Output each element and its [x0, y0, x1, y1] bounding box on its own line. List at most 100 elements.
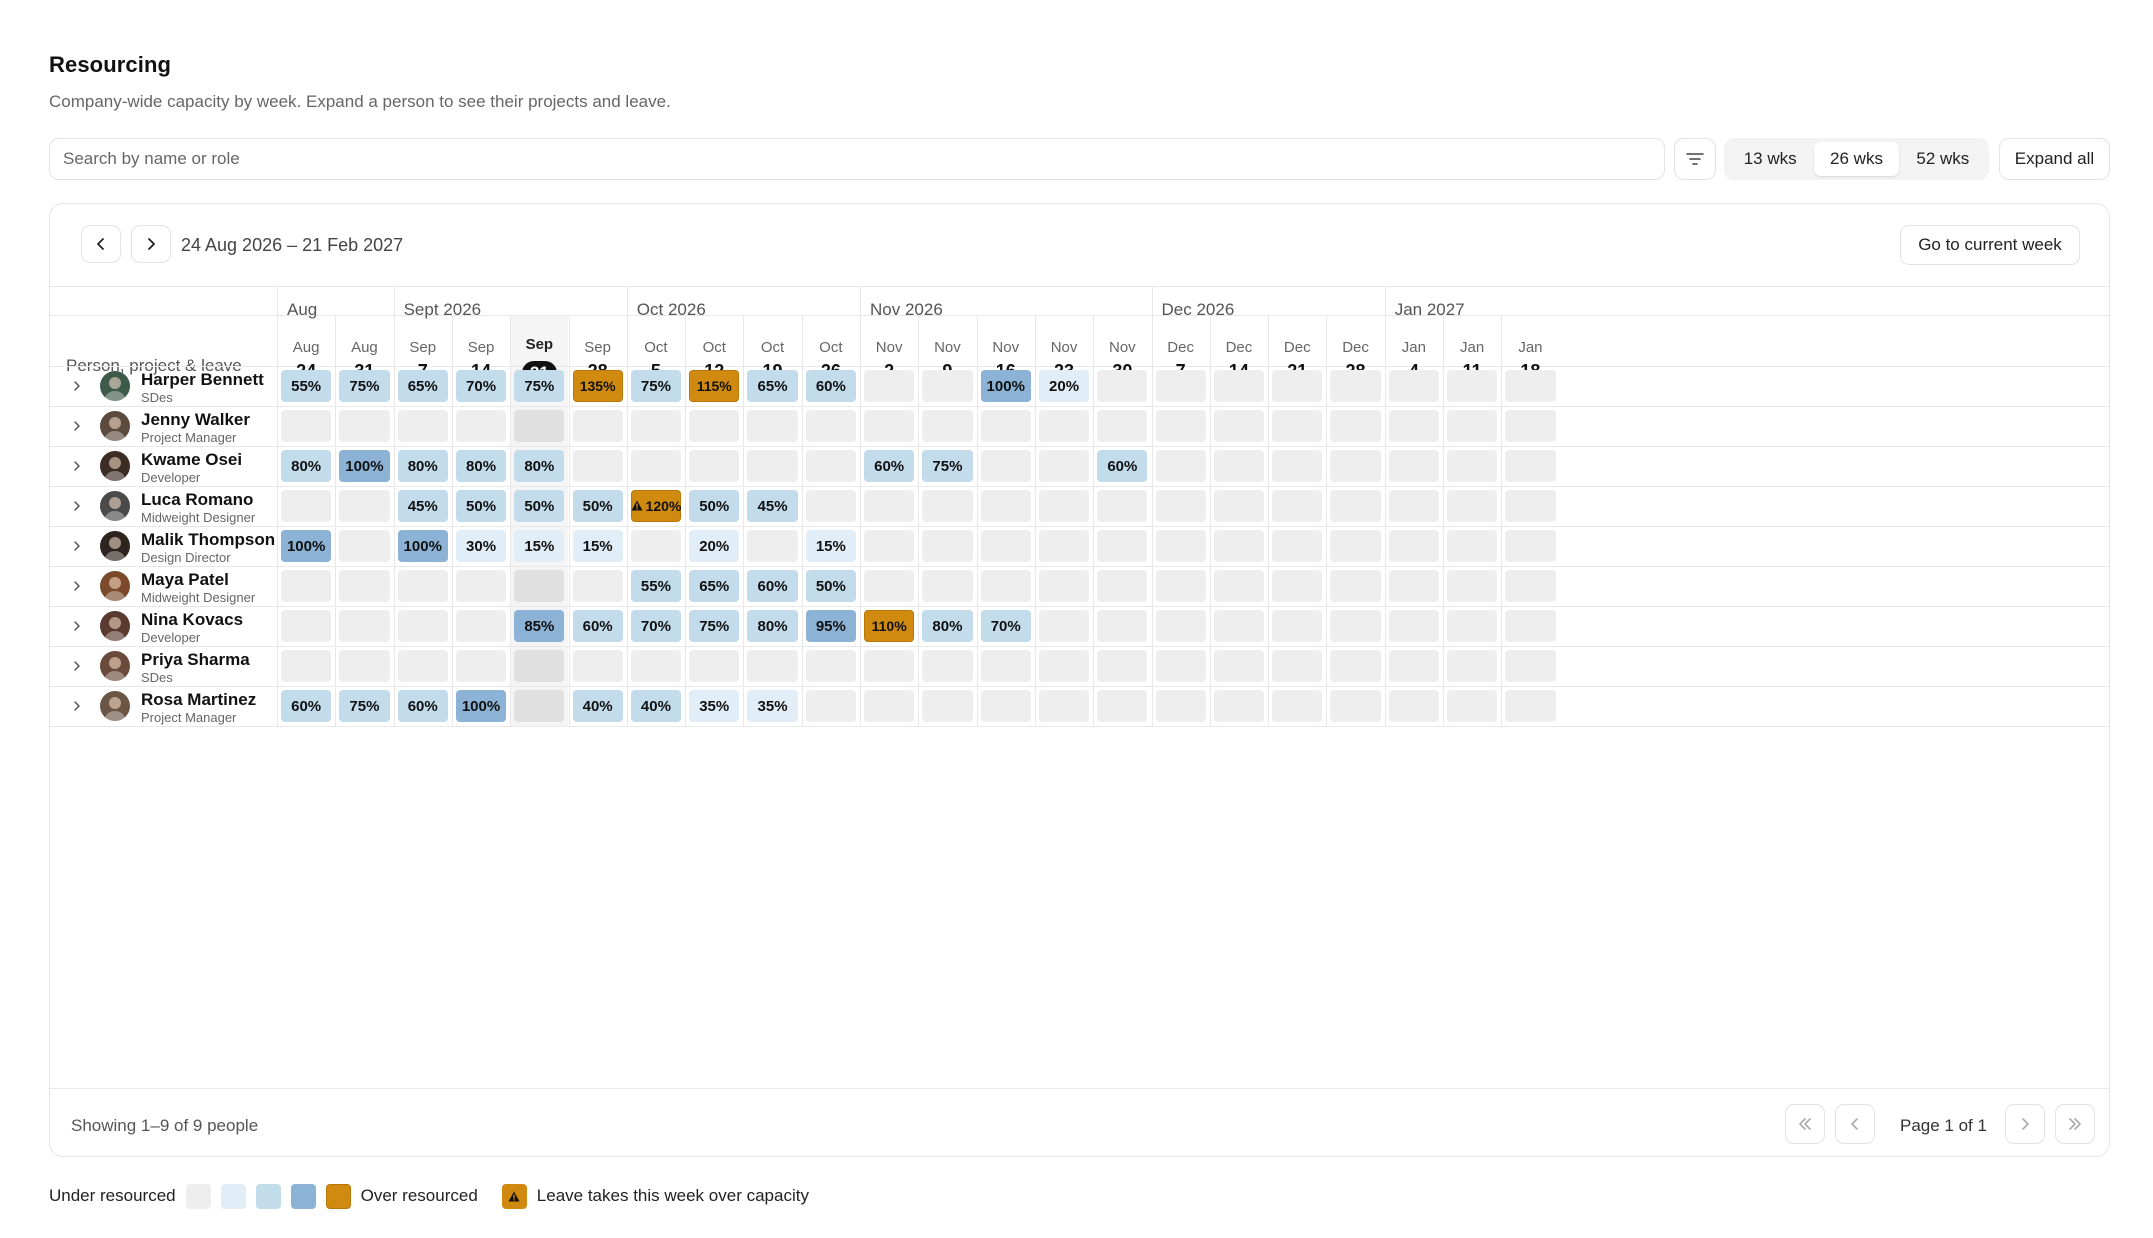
capacity-cell[interactable] — [1097, 410, 1148, 442]
capacity-cell[interactable] — [1505, 450, 1556, 482]
capacity-cell[interactable] — [1038, 610, 1090, 642]
expand-row-chevron[interactable] — [70, 539, 84, 553]
capacity-cell[interactable] — [281, 610, 332, 642]
capacity-cell[interactable]: 50% — [805, 570, 856, 602]
capacity-cell[interactable] — [747, 530, 798, 562]
search-field[interactable] — [49, 138, 1665, 180]
capacity-cell[interactable]: 60% — [747, 570, 798, 602]
capacity-cell[interactable] — [455, 610, 507, 642]
capacity-cell[interactable] — [281, 570, 332, 602]
range-option-13-wks[interactable]: 13 wks — [1743, 149, 1797, 168]
range-option-52-wks[interactable]: 52 wks — [1916, 149, 1970, 168]
capacity-cell[interactable]: 80% — [747, 610, 798, 642]
capacity-cell[interactable]: 70% — [630, 610, 682, 642]
capacity-cell[interactable] — [922, 570, 973, 602]
capacity-cell[interactable]: 70% — [455, 370, 507, 402]
capacity-cell[interactable] — [747, 650, 798, 682]
expand-row-chevron[interactable] — [70, 459, 84, 473]
capacity-cell[interactable] — [1505, 570, 1556, 602]
capacity-cell[interactable]: 80% — [397, 450, 448, 482]
next-range-button[interactable] — [131, 225, 171, 263]
capacity-cell[interactable] — [689, 450, 740, 482]
capacity-cell[interactable] — [864, 530, 915, 562]
capacity-cell[interactable]: 100% — [339, 450, 390, 482]
next-page-button[interactable] — [2005, 1104, 2045, 1144]
capacity-cell[interactable] — [1447, 570, 1498, 602]
capacity-cell[interactable] — [1447, 490, 1498, 522]
capacity-cell[interactable] — [1272, 690, 1323, 722]
capacity-cell[interactable]: 60% — [805, 370, 856, 402]
capacity-cell[interactable]: 115% — [689, 370, 740, 402]
capacity-cell[interactable] — [397, 610, 448, 642]
capacity-cell[interactable]: 50% — [455, 490, 507, 522]
expand-row-chevron[interactable] — [70, 419, 84, 433]
capacity-cell[interactable] — [630, 530, 682, 562]
expand-all-button[interactable]: Expand all — [1999, 138, 2110, 180]
capacity-cell[interactable] — [1388, 450, 1439, 482]
capacity-cell[interactable] — [1213, 530, 1265, 562]
person-name[interactable]: Nina Kovacs — [141, 610, 244, 629]
capacity-cell[interactable] — [1155, 410, 1206, 442]
capacity-cell[interactable] — [980, 490, 1031, 522]
capacity-cell[interactable] — [455, 410, 507, 442]
capacity-cell[interactable]: 55% — [630, 570, 682, 602]
capacity-cell[interactable]: 95% — [805, 610, 856, 642]
capacity-cell[interactable] — [339, 490, 390, 522]
capacity-cell[interactable] — [1505, 650, 1556, 682]
capacity-cell[interactable]: 135% — [572, 370, 623, 402]
capacity-cell[interactable] — [689, 410, 740, 442]
person-name[interactable]: Luca Romano — [141, 490, 254, 509]
capacity-cell[interactable] — [805, 450, 856, 482]
capacity-cell[interactable]: 75% — [339, 370, 390, 402]
capacity-cell[interactable] — [805, 650, 856, 682]
capacity-cell[interactable] — [980, 570, 1031, 602]
expand-row-chevron[interactable] — [70, 659, 84, 673]
capacity-cell[interactable] — [980, 690, 1031, 722]
person-name[interactable]: Jenny Walker — [141, 410, 250, 429]
capacity-cell[interactable] — [1505, 490, 1556, 522]
capacity-cell[interactable] — [1097, 690, 1148, 722]
capacity-cell[interactable] — [572, 450, 623, 482]
capacity-cell[interactable] — [1038, 490, 1090, 522]
capacity-cell[interactable] — [1272, 450, 1323, 482]
prev-range-button[interactable] — [81, 225, 121, 263]
capacity-cell[interactable]: 65% — [689, 570, 740, 602]
capacity-cell[interactable] — [1272, 370, 1323, 402]
capacity-cell[interactable] — [922, 650, 973, 682]
capacity-cell[interactable]: 15% — [805, 530, 856, 562]
capacity-cell[interactable] — [1038, 450, 1090, 482]
capacity-cell[interactable] — [1038, 570, 1090, 602]
capacity-cell[interactable] — [980, 530, 1031, 562]
capacity-cell[interactable]: 100% — [980, 370, 1031, 402]
capacity-cell[interactable] — [1388, 650, 1439, 682]
capacity-cell[interactable] — [1213, 450, 1265, 482]
capacity-cell[interactable]: 60% — [864, 450, 915, 482]
capacity-cell[interactable] — [1155, 370, 1206, 402]
capacity-cell[interactable] — [1447, 370, 1498, 402]
person-name[interactable]: Malik Thompson — [141, 530, 276, 549]
capacity-cell[interactable] — [1447, 410, 1498, 442]
capacity-cell[interactable]: 35% — [689, 690, 740, 722]
person-name[interactable]: Rosa Martinez — [141, 690, 257, 709]
capacity-cell[interactable] — [514, 570, 565, 602]
search-input[interactable] — [50, 139, 1664, 179]
capacity-cell[interactable] — [1330, 610, 1381, 642]
capacity-cell[interactable] — [1330, 570, 1381, 602]
capacity-cell[interactable] — [1388, 690, 1439, 722]
filter-button[interactable] — [1674, 138, 1716, 180]
capacity-cell[interactable] — [572, 410, 623, 442]
capacity-cell[interactable] — [805, 410, 856, 442]
capacity-cell[interactable] — [1155, 450, 1206, 482]
capacity-cell[interactable] — [1155, 690, 1206, 722]
capacity-cell[interactable] — [1388, 610, 1439, 642]
capacity-cell[interactable]: 50% — [514, 490, 565, 522]
capacity-cell[interactable] — [1213, 490, 1265, 522]
capacity-cell[interactable] — [747, 450, 798, 482]
capacity-cell[interactable]: 80% — [281, 450, 332, 482]
capacity-cell[interactable]: 80% — [514, 450, 565, 482]
capacity-cell[interactable] — [1038, 650, 1090, 682]
capacity-cell[interactable] — [1447, 690, 1498, 722]
capacity-cell[interactable] — [281, 650, 332, 682]
capacity-cell[interactable] — [1272, 650, 1323, 682]
person-name[interactable]: Priya Sharma — [141, 650, 250, 669]
